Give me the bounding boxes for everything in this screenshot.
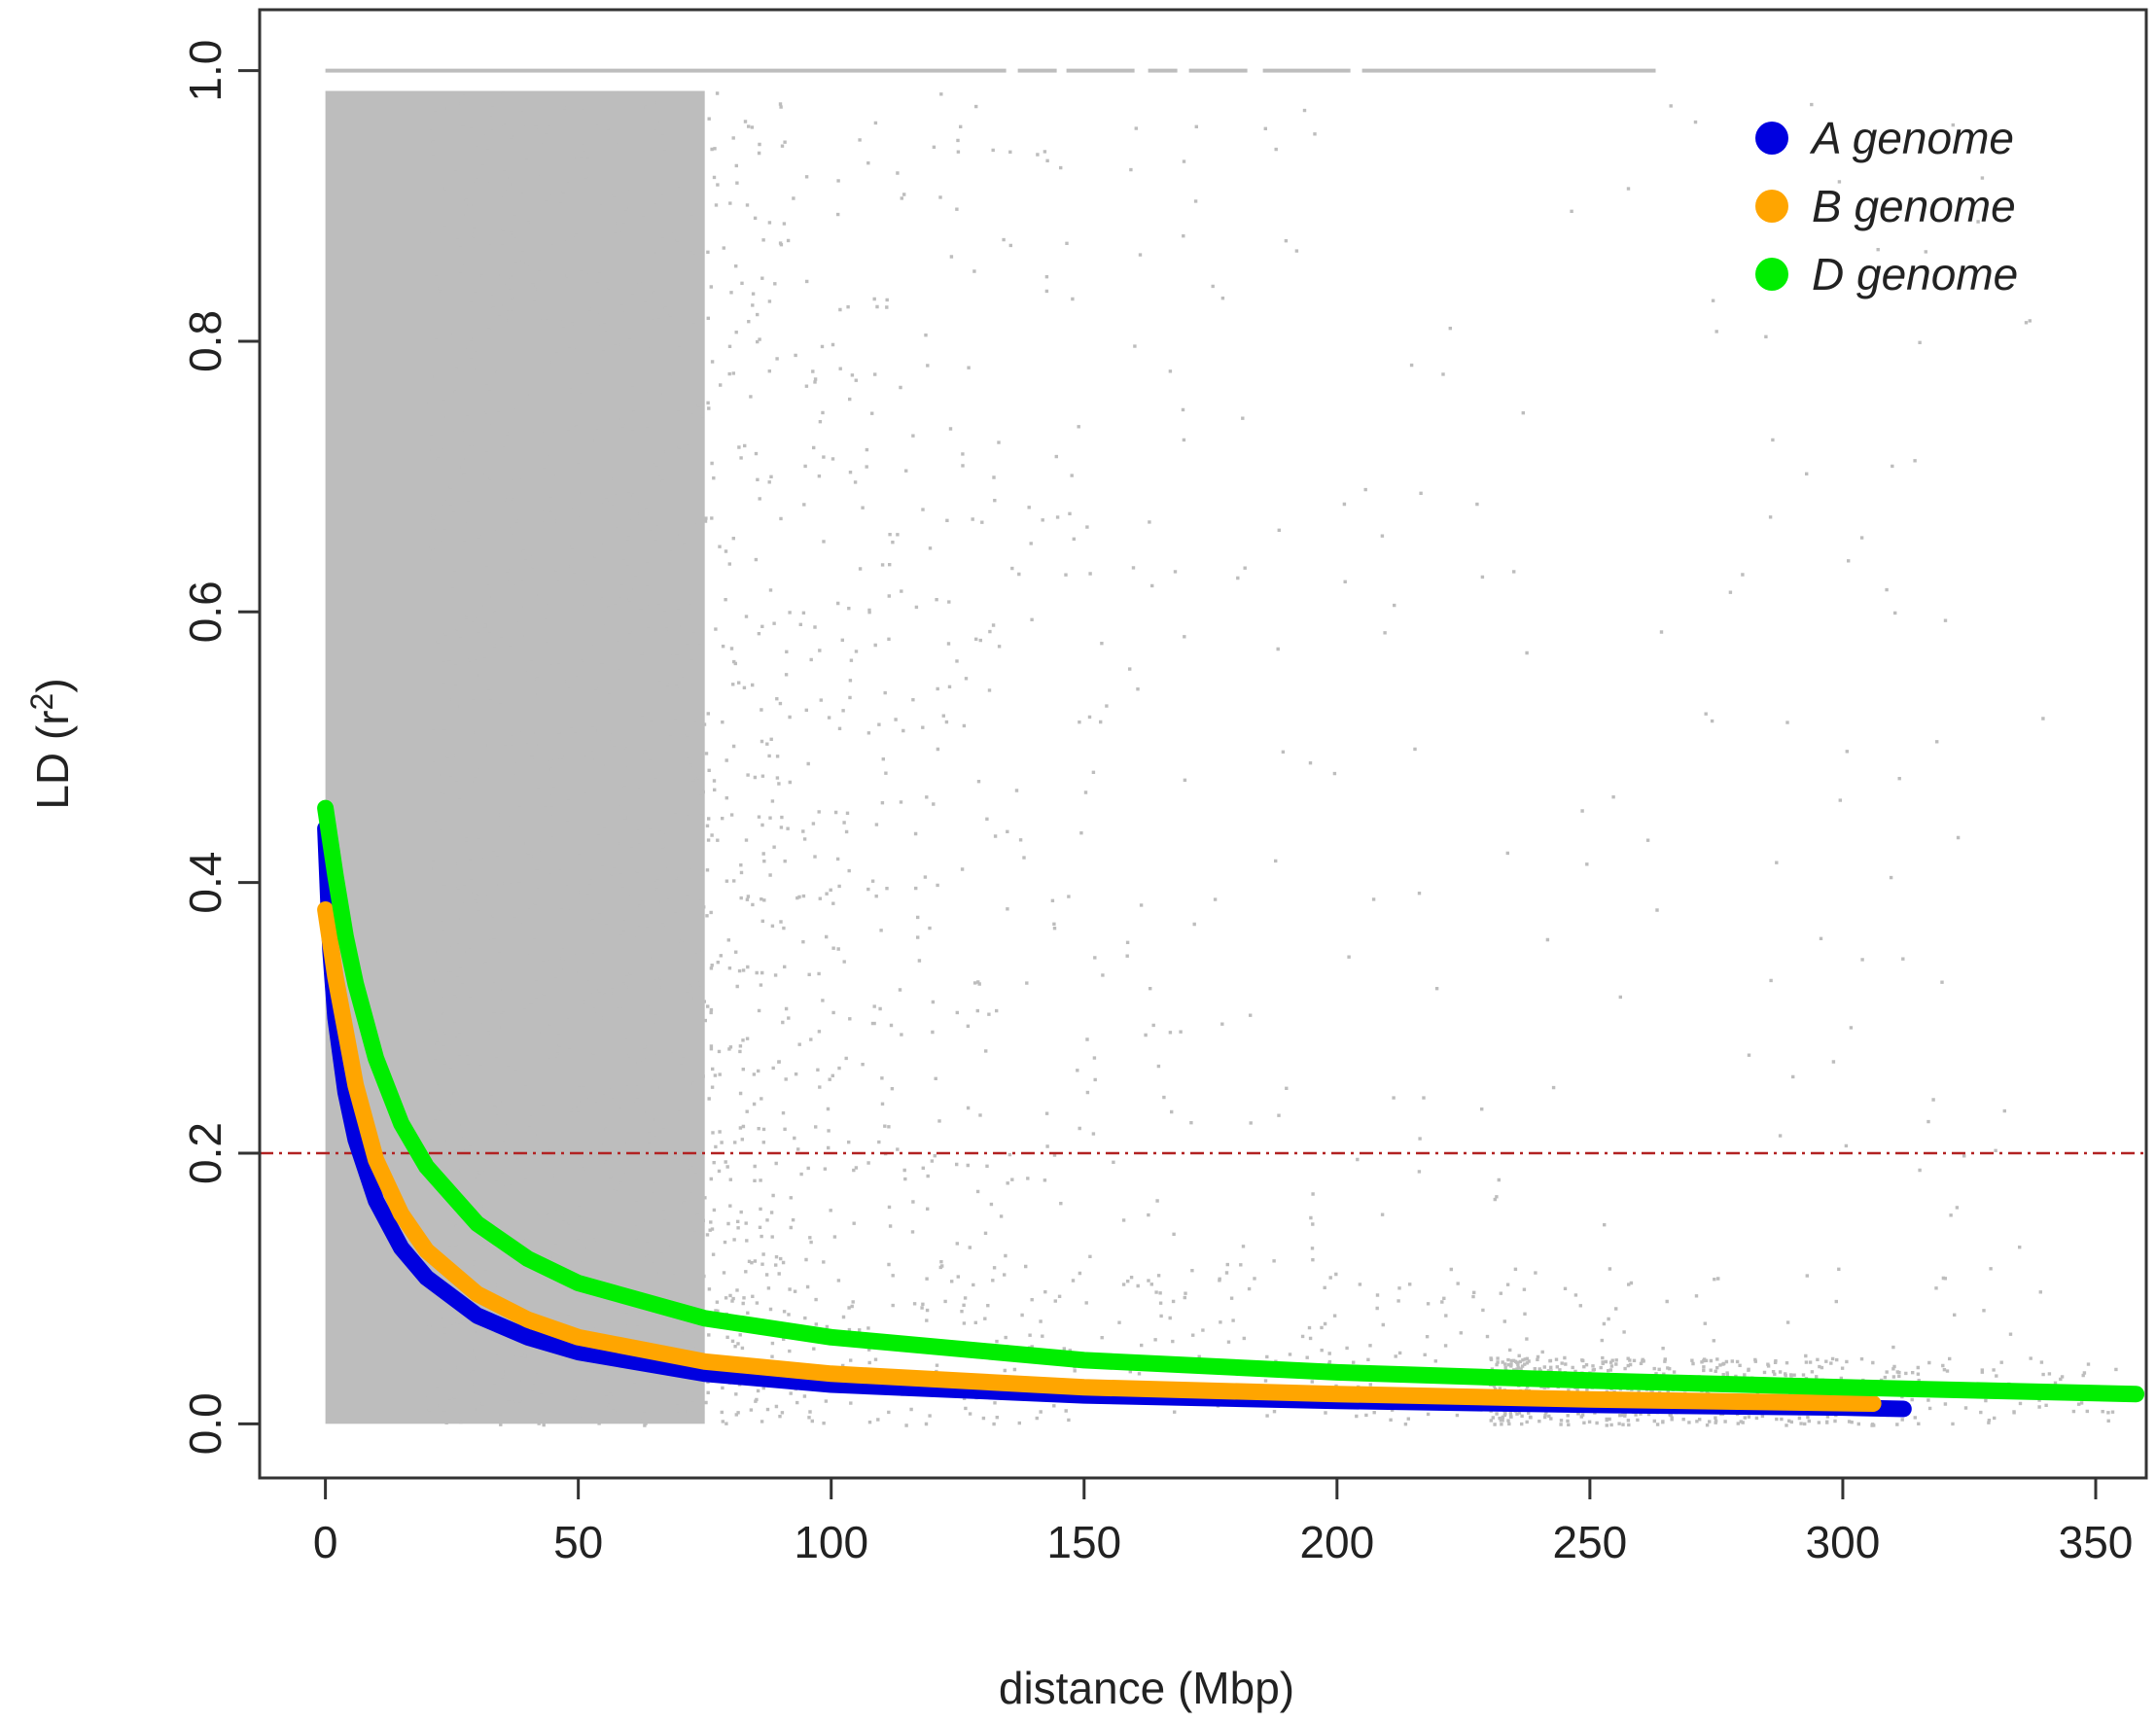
x-axis: 0 50 100 150 200 250 300 350: [313, 1476, 2134, 1567]
y-axis-title: LD (r2): [24, 678, 78, 809]
y-tick-label: 1.0: [180, 40, 230, 102]
x-tick-label: 300: [1806, 1517, 1881, 1567]
series-line-d-genome: [317, 799, 2145, 1403]
y-tick-label: 0.4: [180, 852, 230, 914]
x-tick-label: 350: [2059, 1517, 2134, 1567]
y-tick-label: 0.2: [180, 1122, 230, 1184]
y-tick-label: 0.8: [180, 310, 230, 372]
legend-marker: [1755, 258, 1788, 291]
x-tick-label: 50: [553, 1517, 603, 1567]
x-tick-label: 100: [794, 1517, 868, 1567]
legend-marker: [1755, 190, 1788, 223]
y-axis: 0.0 0.2 0.4 0.6 0.8 1.0: [180, 40, 262, 1455]
legend-label: D genome: [1812, 249, 2018, 299]
legend-label: B genome: [1812, 181, 2016, 231]
legend-label: A genome: [1809, 113, 2014, 163]
x-axis-title: distance (Mbp): [999, 1663, 1294, 1713]
x-tick-label: 150: [1046, 1517, 1121, 1567]
legend-marker: [1755, 122, 1788, 155]
y-tick-label: 0.6: [180, 580, 230, 643]
legend: A genome B genome D genome: [1755, 113, 2018, 299]
x-tick-label: 200: [1299, 1517, 1374, 1567]
decay-curves: [317, 799, 2145, 1418]
x-tick-label: 0: [313, 1517, 338, 1567]
series-line-b-genome: [317, 901, 1882, 1412]
y-tick-label: 0.0: [180, 1392, 230, 1455]
x-tick-label: 250: [1553, 1517, 1628, 1567]
